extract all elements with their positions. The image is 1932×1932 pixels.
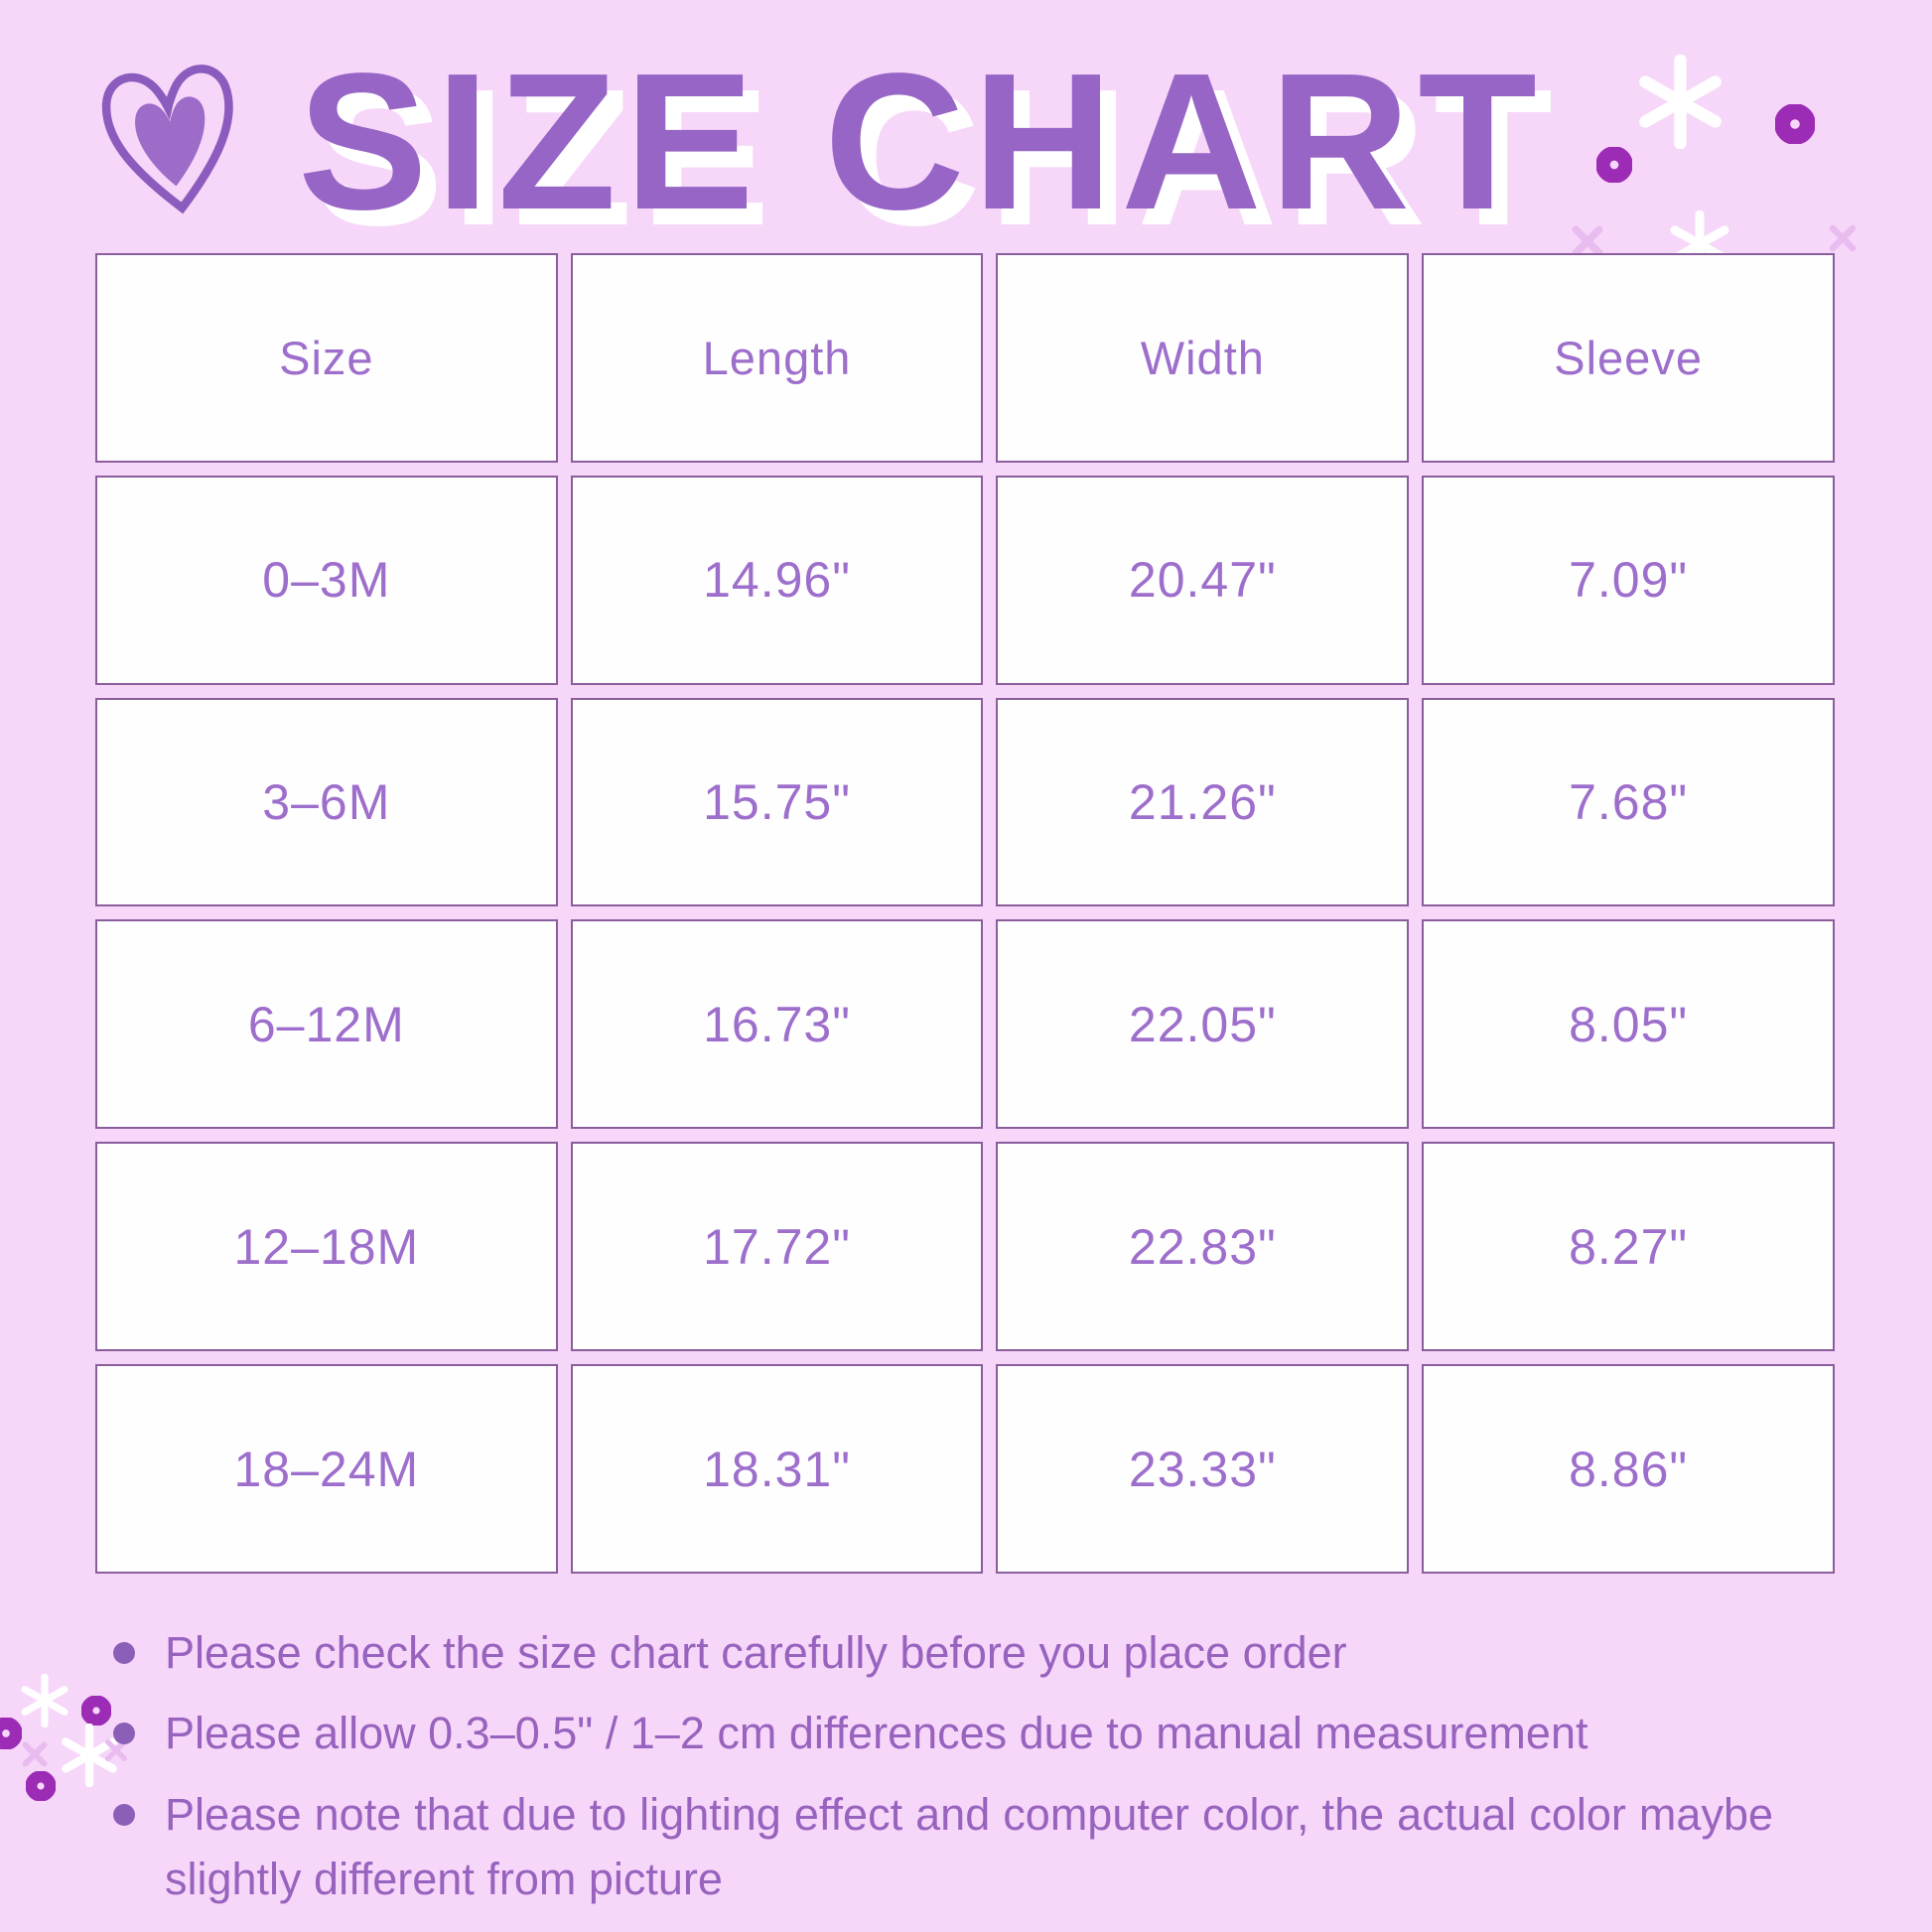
sparkle-icon xyxy=(18,1674,71,1727)
sparkle-icon xyxy=(58,1724,121,1787)
column-header-size: Size xyxy=(95,253,558,463)
column-header-width: Width xyxy=(996,253,1410,463)
note-item: Please allow 0.3–0.5" / 1–2 cm differenc… xyxy=(111,1701,1833,1765)
column-header-length: Length xyxy=(570,253,984,463)
cross-sparkle-icon xyxy=(18,1737,52,1771)
table-cell-width: 21.26" xyxy=(996,697,1410,907)
notes-section: Please check the size chart carefully be… xyxy=(111,1620,1833,1927)
table-cell-sleeve: 8.27" xyxy=(1422,1142,1835,1352)
table-cell-length: 15.75" xyxy=(570,697,984,907)
column-header-sleeve: Sleeve xyxy=(1422,253,1835,463)
page-title: SIZE CHART xyxy=(298,33,1545,250)
note-text: Please check the size chart carefully be… xyxy=(165,1627,1347,1678)
table-cell-width: 22.05" xyxy=(996,919,1410,1130)
table-cell-size: 3–6M xyxy=(95,697,558,907)
table-cell-width: 20.47" xyxy=(996,475,1410,685)
note-text: Please note that due to lighting effect … xyxy=(165,1788,1773,1904)
table-cell-length: 16.73" xyxy=(570,919,984,1130)
sparkle-icon xyxy=(1633,55,1727,149)
dot-icon xyxy=(1775,104,1815,144)
table-cell-width: 22.83" xyxy=(996,1142,1410,1352)
bullet-icon xyxy=(113,1803,135,1826)
size-table: Size Length Width Sleeve 0–3M 14.96" 20.… xyxy=(95,253,1835,1574)
note-item: Please check the size chart carefully be… xyxy=(111,1620,1833,1685)
cross-sparkle-icon xyxy=(1825,220,1861,256)
cross-sparkle-icon xyxy=(101,1735,131,1765)
note-item: Please note that due to lighting effect … xyxy=(111,1782,1833,1912)
table-cell-sleeve: 7.68" xyxy=(1422,697,1835,907)
table-cell-size: 18–24M xyxy=(95,1364,558,1574)
table-cell-size: 0–3M xyxy=(95,475,558,685)
table-cell-length: 14.96" xyxy=(570,475,984,685)
cross-sparkle-icon xyxy=(1567,220,1608,262)
table-cell-length: 18.31" xyxy=(570,1364,984,1574)
table-cell-size: 12–18M xyxy=(95,1142,558,1352)
table-cell-length: 17.72" xyxy=(570,1142,984,1352)
dot-icon xyxy=(0,1718,22,1749)
table-cell-width: 23.33" xyxy=(996,1364,1410,1574)
header: SIZE CHART xyxy=(87,28,1845,256)
dot-icon xyxy=(1596,147,1632,183)
note-text: Please allow 0.3–0.5" / 1–2 cm differenc… xyxy=(165,1708,1588,1759)
dot-icon xyxy=(81,1696,111,1725)
bullet-icon xyxy=(113,1723,135,1745)
table-cell-sleeve: 8.86" xyxy=(1422,1364,1835,1574)
table-cell-sleeve: 7.09" xyxy=(1422,475,1835,685)
bullet-icon xyxy=(113,1642,135,1664)
table-cell-size: 6–12M xyxy=(95,919,558,1130)
heart-doodle-icon xyxy=(87,43,256,241)
table-cell-sleeve: 8.05" xyxy=(1422,919,1835,1130)
dot-icon xyxy=(26,1771,56,1801)
